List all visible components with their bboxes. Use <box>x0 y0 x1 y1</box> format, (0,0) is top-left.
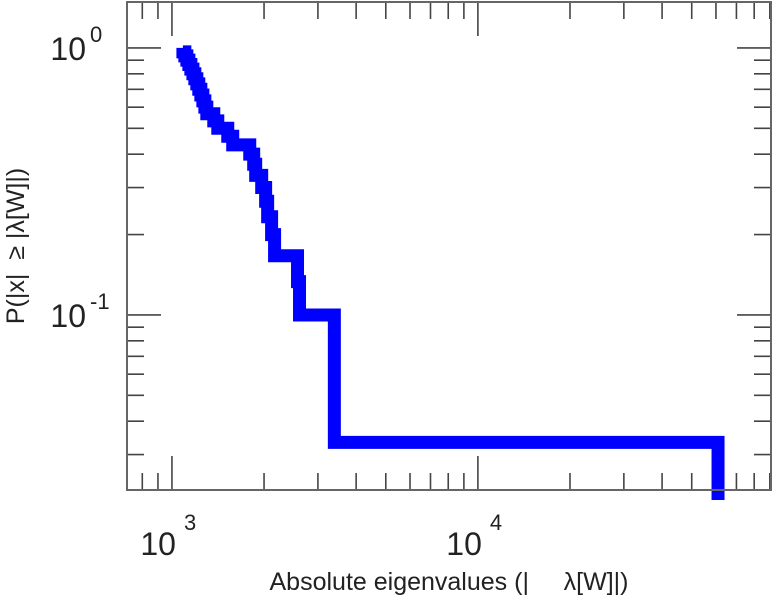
x-tick-label-exponent: 4 <box>490 510 502 535</box>
ccdf-step-line <box>176 45 725 500</box>
axis-ticks <box>127 2 771 490</box>
y-tick-label-base: 10 <box>50 298 86 334</box>
x-tick-labels: 10 3 10 4 <box>140 510 502 562</box>
y-tick-label-base: 10 <box>50 31 86 67</box>
x-tick-label-base: 10 <box>446 526 482 562</box>
y-tick-label-exponent: -1 <box>90 289 110 314</box>
y-tick-label-exponent: 0 <box>90 22 102 47</box>
x-tick-label-base: 10 <box>140 526 176 562</box>
x-axis-label: Absolute eigenvalues (| λ[W]|) <box>270 568 629 596</box>
y-axis-label: P(|x| ≥ |λ[W]|) <box>2 168 30 324</box>
plot-frame <box>126 1 772 491</box>
x-tick-label-exponent: 3 <box>184 510 196 535</box>
